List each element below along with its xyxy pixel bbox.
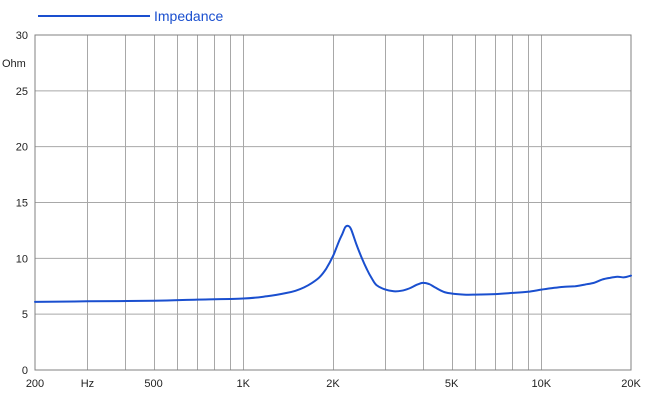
y-tick-label: 30 (16, 30, 28, 42)
impedance-series-line (34, 224, 632, 303)
y-tick-label: 5 (22, 309, 28, 321)
y-tick-label: 25 (16, 86, 28, 98)
y-axis-label: Ohm (2, 58, 26, 70)
y-tick-label: 15 (16, 198, 28, 210)
plot-frame (34, 34, 632, 371)
x-tick-label: 2K (326, 378, 340, 390)
legend: Impedance (38, 8, 223, 24)
legend-label-impedance: Impedance (154, 8, 223, 24)
x-tick-label: 20K (621, 378, 641, 390)
y-tick-label: 20 (16, 142, 28, 154)
x-tick-label: 1K (237, 378, 251, 390)
x-tick-label: 5K (445, 378, 459, 390)
x-tick-label: 10K (532, 378, 552, 390)
y-tick-label: 10 (16, 253, 28, 265)
y-tick-label: 0 (22, 365, 28, 377)
y-tick-labels: 0 5 10 15 20 25 30 (16, 30, 28, 377)
x-tick-label: 500 (144, 378, 162, 390)
x-tick-labels: 200 Hz 500 1K 2K 5K 10K 20K (26, 378, 642, 390)
x-tick-label: Hz (81, 378, 94, 390)
x-tick-label: 200 (26, 378, 44, 390)
grid (35, 35, 631, 370)
